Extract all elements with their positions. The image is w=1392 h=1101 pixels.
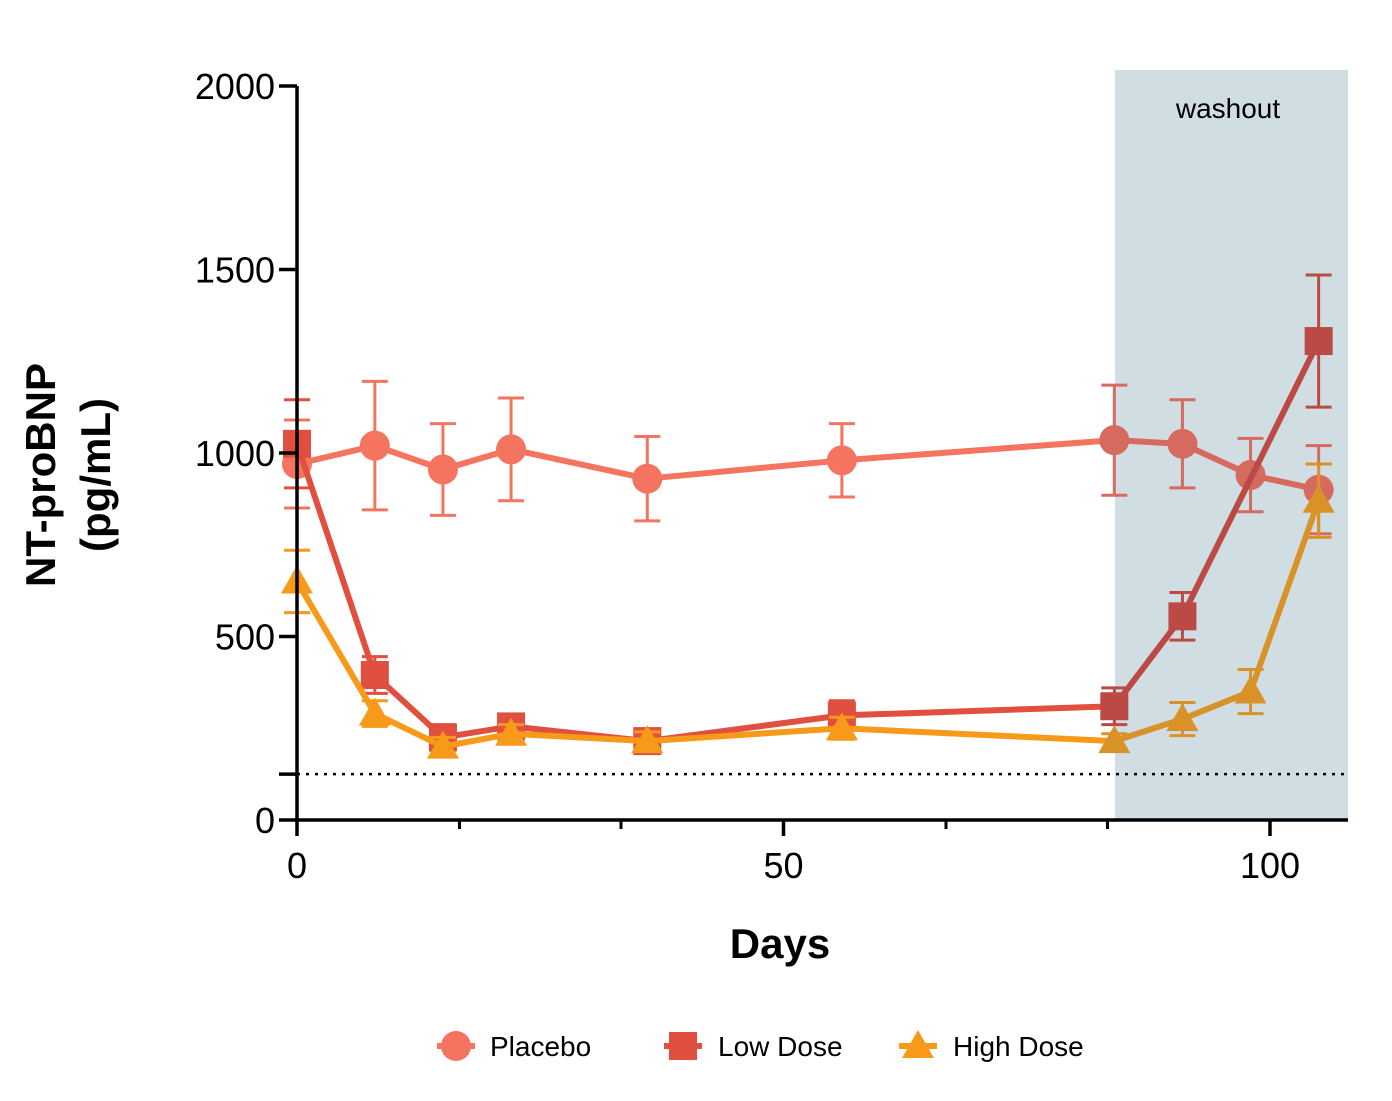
data-point	[359, 430, 390, 461]
series-line-segment	[1247, 497, 1322, 695]
y-tick-label: 0	[255, 800, 275, 841]
data-point	[360, 661, 389, 690]
y-axis-title-line2: (pg/mL)	[72, 398, 119, 552]
data-point	[1100, 692, 1129, 721]
data-point	[496, 434, 527, 465]
series-line-segment	[1179, 338, 1322, 620]
series-line-segment	[294, 578, 378, 717]
data-point	[1168, 602, 1197, 631]
legend-label: High Dose	[953, 1031, 1084, 1062]
series-line-segment	[508, 446, 651, 482]
y-tick-label: 2000	[195, 66, 275, 107]
x-tick-label: 50	[763, 845, 803, 886]
legend-item-low-dose: Low Dose	[664, 1031, 843, 1062]
series-line-segment	[1111, 613, 1186, 710]
legend: Placebo Low Dose High Dose	[437, 1030, 1084, 1062]
data-point	[1167, 428, 1198, 459]
legend-item-placebo: Placebo	[437, 1031, 591, 1062]
series-line-segment	[1111, 716, 1186, 745]
legend-marker	[669, 1032, 697, 1060]
data-point	[1166, 703, 1199, 732]
series-line-segment	[439, 730, 515, 750]
legend-label: Placebo	[490, 1031, 591, 1062]
data-point	[631, 725, 664, 754]
data-point	[1302, 484, 1335, 513]
legend-marker	[902, 1030, 934, 1058]
data-point	[632, 463, 663, 494]
legend-label: Low Dose	[718, 1031, 843, 1062]
y-tick-label: 1000	[195, 433, 275, 474]
data-point	[1304, 327, 1333, 356]
data-point	[1098, 725, 1131, 754]
data-point	[426, 730, 459, 759]
washout-label: washout	[1175, 93, 1281, 124]
series-layer	[281, 273, 1335, 759]
legend-marker	[441, 1031, 471, 1061]
legend-item-high-dose: High Dose	[899, 1030, 1084, 1062]
data-point	[1234, 675, 1267, 704]
data-point	[358, 697, 391, 726]
series-line-segment	[838, 703, 1118, 719]
series-line-segment	[644, 725, 845, 745]
data-point	[495, 717, 528, 746]
x-axis-title: Days	[730, 920, 830, 967]
series-line-segment	[508, 730, 651, 745]
data-point	[826, 445, 857, 476]
y-tick-label: 500	[215, 617, 275, 658]
axes: 0 500 1000 1500 2000 0 50 100	[195, 66, 1348, 886]
data-point	[1099, 425, 1130, 456]
series-line-segment	[838, 725, 1118, 745]
series-line-segment	[838, 437, 1118, 464]
series-line-segment	[294, 440, 378, 679]
x-tick-label: 0	[287, 845, 307, 886]
x-tick-label: 100	[1240, 845, 1300, 886]
y-axis-title-line1: NT-proBNP	[17, 363, 64, 587]
data-point	[427, 454, 458, 485]
y-tick-label: 1500	[195, 250, 275, 291]
data-point	[825, 712, 858, 741]
series-line-segment	[644, 457, 845, 482]
